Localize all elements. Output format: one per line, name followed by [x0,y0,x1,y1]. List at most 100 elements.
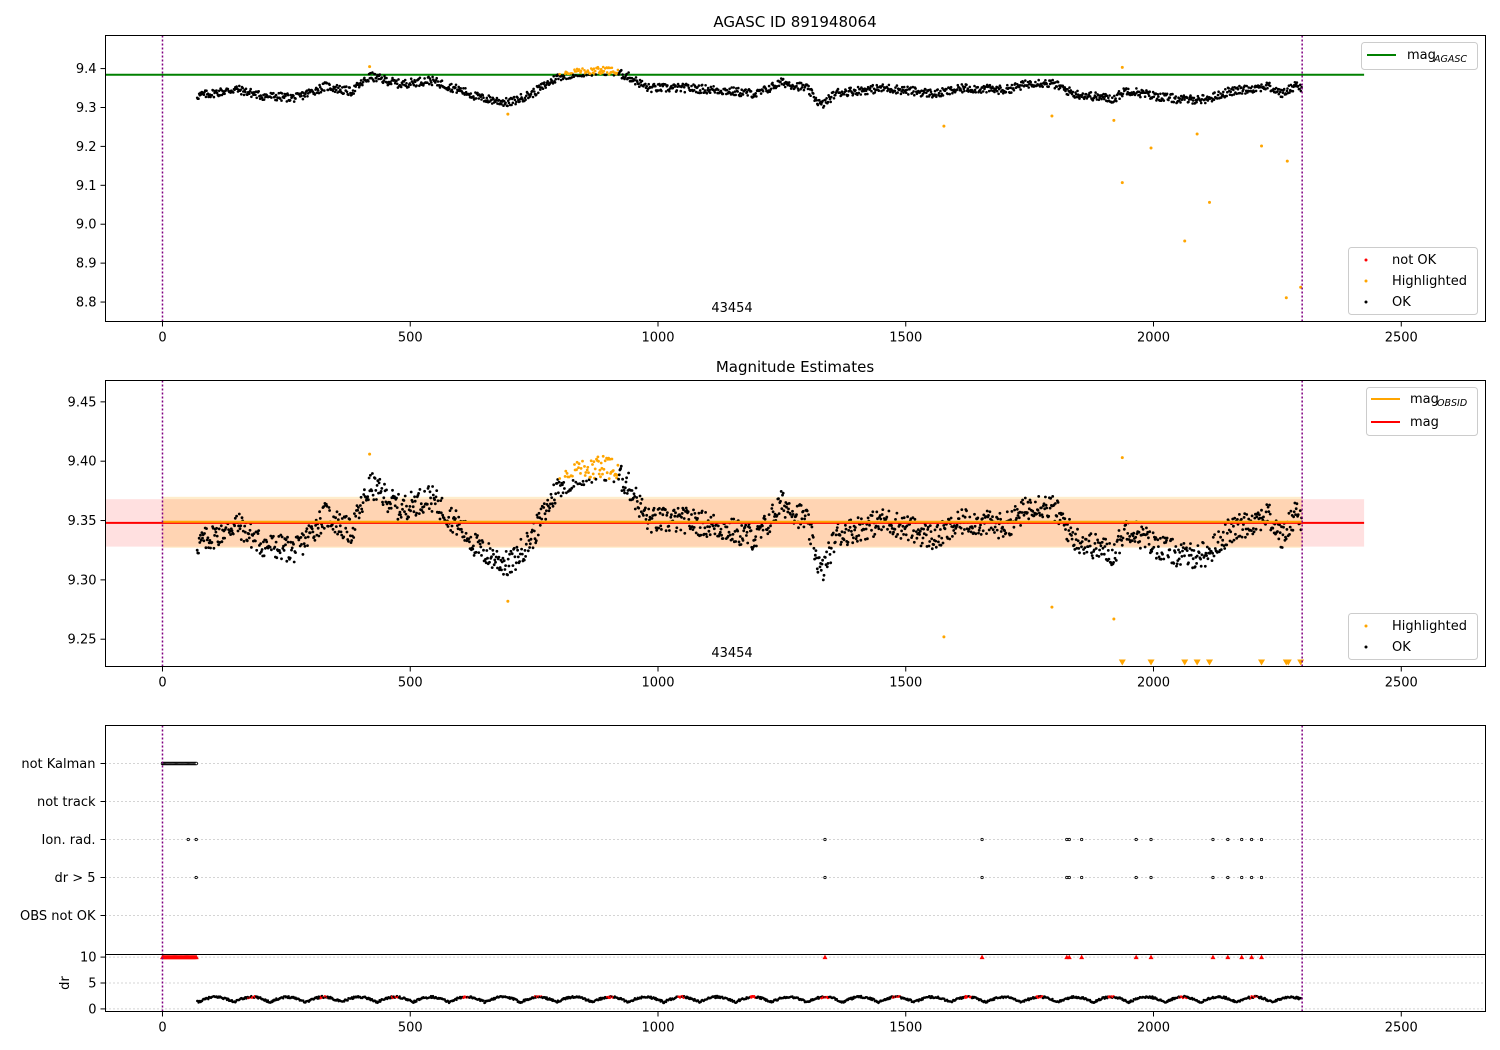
ok-point [247,532,251,536]
ok-point [753,544,756,548]
ok-point [308,531,312,535]
ok-point [1154,536,1158,539]
ok-point [356,508,360,512]
ok-point [1165,536,1169,540]
ok-point [1157,545,1160,548]
ok-point [1082,552,1086,555]
highlighted-point [579,472,582,475]
y-tick-label: 9.30 [68,573,97,588]
ok-point [865,88,869,91]
ok-point [906,538,910,542]
ok-point [393,495,396,499]
ok-point [1199,557,1202,561]
ok-point [800,517,804,521]
ok-point [1130,539,1134,542]
ok-point [545,509,548,513]
ok-point [1185,96,1189,100]
ok-point [487,542,491,545]
ok-point [893,527,897,531]
ok-point [284,543,287,547]
ok-point [955,523,959,527]
ok-point [305,527,309,531]
ok-point [438,86,442,89]
ok-point [868,523,871,527]
ok-point [948,92,951,96]
ok-point [237,524,241,528]
ok-point [404,512,408,516]
ok-point [665,513,669,517]
ok-point [888,530,892,534]
ok-point [777,512,781,515]
ok-point [1037,78,1040,82]
ok-point [1252,530,1256,534]
ok-point [434,81,437,84]
highlighted-point [605,471,609,475]
ok-point [1162,99,1166,102]
ok-point [438,517,442,521]
ok-point [1114,551,1117,555]
ok-point [255,96,258,100]
ok-point [658,84,662,87]
ok-point [260,548,264,551]
highlighted-point [597,67,600,70]
ok-point [852,92,855,95]
ok-point [925,95,929,98]
ok-point [875,83,879,87]
ok-point [828,97,832,101]
ok-point [1243,84,1246,88]
ok-point [1031,509,1035,513]
ok-point [433,502,437,506]
ok-point [395,79,398,82]
ok-point [900,529,903,533]
ok-point [280,557,283,561]
ok-point [1085,550,1089,554]
ok-point [562,481,566,484]
ok-point [554,492,558,496]
ok-point [1103,545,1107,548]
ok-point [272,534,275,538]
ok-point [949,85,953,89]
ion-rad-marker [1149,837,1153,842]
ok-point [930,92,933,96]
ok-point [565,77,568,81]
ok-point [744,88,747,91]
ok-point [1141,527,1145,531]
ok-point [1212,98,1216,101]
ok-point [844,527,848,531]
highlighted-point [1050,114,1054,118]
ok-point [1126,532,1130,535]
ok-point [708,91,712,94]
ok-point [510,570,513,574]
ok-point [519,92,523,96]
legend-label-not-ok: not OK [1392,253,1437,268]
ok-point [270,548,273,552]
ok-point [1029,501,1033,504]
ok-point [553,81,557,84]
ok-point [1116,538,1119,542]
ok-point [237,512,241,516]
ok-point [821,99,824,103]
x-tick-label: 2000 [1137,331,1170,346]
ok-point [744,523,748,527]
ok-point [694,90,698,94]
ok-point [594,73,598,76]
ok-point [918,529,922,533]
ok-point [814,96,818,100]
ok-point [849,86,852,90]
ok-point [537,511,541,515]
ok-point [492,552,495,556]
ok-point [359,504,362,507]
ok-point [450,506,453,510]
ok-point [375,484,379,487]
ok-point [1292,515,1295,519]
ok-point [668,90,671,93]
ok-point [683,90,687,94]
ok-point [1278,88,1281,91]
ok-point [1140,525,1144,529]
ok-point [625,72,628,76]
ok-point [915,536,919,540]
ok-point [1180,555,1184,558]
ok-point [633,78,636,82]
ok-point [454,86,457,89]
ok-point [741,93,745,96]
